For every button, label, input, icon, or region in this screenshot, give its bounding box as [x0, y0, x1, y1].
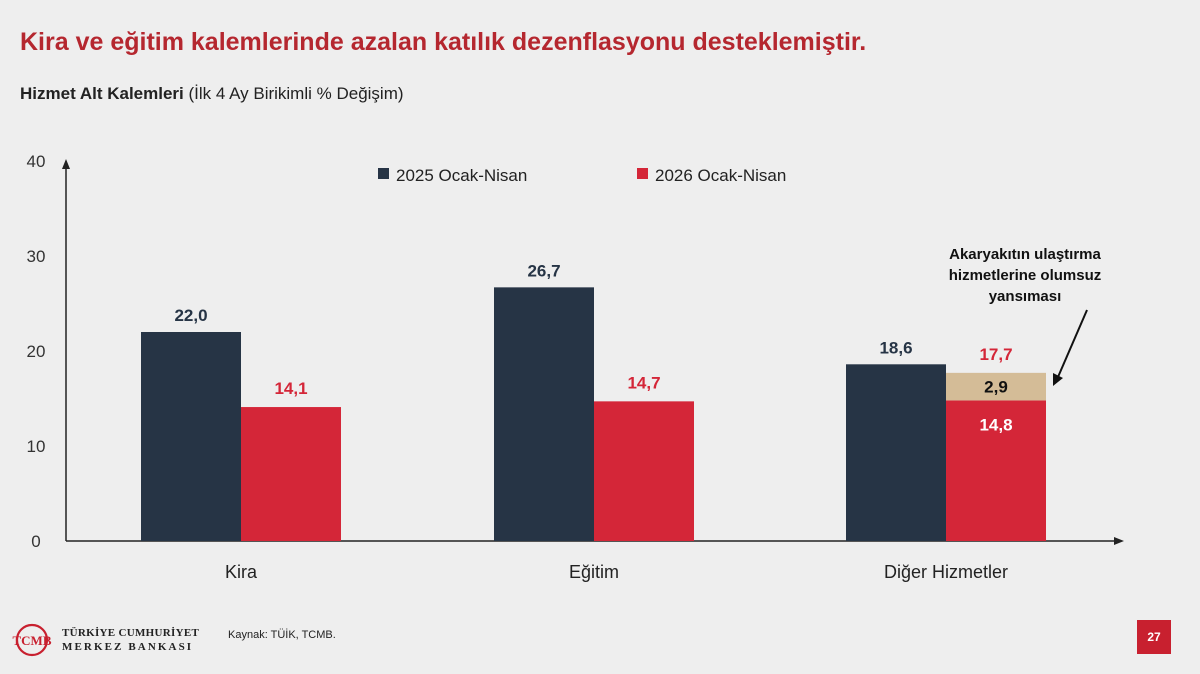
- data-label-2026: 14,7: [627, 373, 660, 392]
- data-label-2026: 14,1: [274, 379, 307, 398]
- annotation-arrow-line: [1057, 309, 1088, 378]
- annotation-line: hizmetlerine olumsuz: [949, 267, 1102, 284]
- annotation-line: yansıması: [989, 288, 1062, 305]
- bar-2026: [241, 407, 341, 541]
- chart-subtitle: Hizmet Alt Kalemleri (İlk 4 Ay Birikimli…: [20, 84, 404, 104]
- data-label-segment-fuel: 2,9: [984, 378, 1008, 397]
- data-label-segment-base: 14,8: [979, 415, 1012, 434]
- data-label-2025: 26,7: [527, 261, 560, 280]
- y-tick-label: 30: [27, 247, 46, 266]
- bar-2026-segment-fuel: [946, 372, 1046, 401]
- bar-2026-segment-base: [946, 400, 1046, 541]
- logo-monogram: TCMB: [13, 633, 52, 648]
- bar-chart: 0 10 20 30 40 Kira Eğitim Diğer Hizmetler 22,0 14…: [27, 152, 1124, 582]
- data-label-2025: 22,0: [174, 306, 207, 325]
- tcmb-logo: TCMB TÜRKİYE CUMHURİYET MERKEZ BANKASI: [12, 620, 199, 660]
- legend-swatch-2025: [378, 168, 389, 179]
- y-tick-label: 40: [27, 152, 46, 171]
- subtitle-rest: (İlk 4 Ay Birikimli % Değişim): [183, 84, 404, 103]
- subtitle-bold: Hizmet Alt Kalemleri: [20, 84, 184, 103]
- bar-2025: [141, 332, 241, 541]
- legend-label-2025: 2025 Ocak-Nisan: [396, 166, 527, 185]
- page-title: Kira ve eğitim kalemlerinde azalan katıl…: [20, 28, 867, 56]
- tcmb-emblem-icon: TCMB: [13, 623, 52, 657]
- bar-2025: [846, 364, 946, 541]
- bar-2025: [494, 287, 594, 541]
- y-tick-label: 20: [27, 342, 46, 361]
- y-tick-label: 0: [31, 532, 40, 551]
- x-tick-label: Kira: [225, 562, 258, 582]
- x-tick-label: Diğer Hizmetler: [884, 562, 1008, 582]
- legend-label-2026: 2026 Ocak-Nisan: [655, 166, 786, 185]
- data-label-2026: 17,7: [979, 345, 1012, 364]
- annotation-arrow-icon: [1053, 373, 1063, 386]
- y-tick-label: 10: [27, 437, 46, 456]
- data-label-2025: 18,6: [879, 338, 912, 357]
- logo-line-1: TÜRKİYE CUMHURİYET: [62, 627, 200, 639]
- annotation-line: Akaryakıtın ulaştırma: [949, 246, 1101, 263]
- x-tick-label: Eğitim: [569, 562, 619, 582]
- page-number: 27: [1137, 620, 1171, 654]
- logo-line-2: MERKEZ BANKASI: [62, 641, 194, 653]
- legend-swatch-2026: [637, 168, 648, 179]
- x-axis-arrow-icon: [1114, 537, 1124, 545]
- bar-2026: [594, 401, 694, 541]
- source-note: Kaynak: TÜİK, TCMB.: [228, 629, 336, 641]
- y-axis-arrow-icon: [62, 159, 70, 169]
